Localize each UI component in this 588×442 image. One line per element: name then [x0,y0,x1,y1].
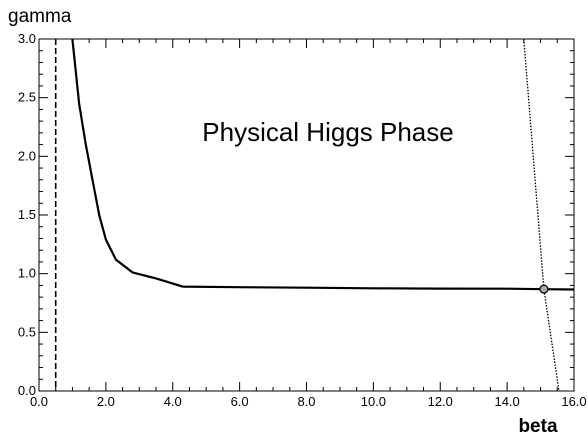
plot-frame [38,38,575,392]
y-tick-label: 2.5 [18,90,36,105]
x-axis-title: beta [518,416,558,437]
x-tick-label: 10.0 [361,394,386,409]
y-tick-label: 2.0 [18,148,36,163]
x-tick-label: 6.0 [231,394,249,409]
series-solid-line [71,38,575,291]
x-tick-label: 0.0 [30,394,48,409]
phase-annotation: Physical Higgs Phase [202,117,453,147]
x-tick-label: 4.0 [164,394,182,409]
y-tick-label: 3.0 [18,31,36,46]
x-tick-label: 14.0 [494,394,519,409]
y-tick-label: 0.5 [18,324,36,339]
x-tick-label: 8.0 [297,394,315,409]
critical-point-marker [539,284,549,294]
y-tick-label: 1.5 [18,207,36,222]
curves [54,38,575,392]
x-tick-label: 2.0 [97,394,115,409]
y-axis-title: gamma [8,6,72,27]
axis-ticks: 0.0 2.0 4.0 6.0 8.0 10.0 12.0 14.0 16.0 0.0 0.5 1.0… [18,31,587,409]
x-tick-label: 16.0 [561,394,586,409]
series-dotted-line [523,38,560,392]
x-tick-label: 12.0 [428,394,453,409]
y-tick-label: 1.0 [18,266,36,281]
y-tick-label: 0.0 [18,383,36,398]
plot-area [38,38,575,392]
